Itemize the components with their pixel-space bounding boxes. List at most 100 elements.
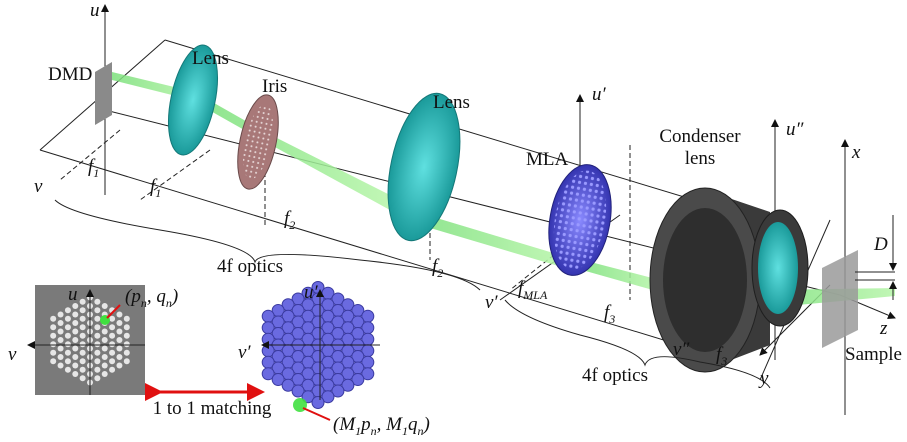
distance-label: f2 [284,208,295,232]
dot [102,329,108,335]
dot [72,363,78,369]
axis-label: v′ [238,342,251,363]
text-part: , M [377,414,404,435]
distance-label: f1 [88,156,99,180]
dot [65,324,71,330]
dot [124,333,130,339]
distance-subscript: 3 [720,354,727,368]
dot [65,307,71,313]
dot [72,346,78,352]
dot [109,358,115,364]
dot [94,333,100,339]
dot [72,320,78,326]
dot [72,354,78,360]
dot [58,354,64,360]
dot [50,358,56,364]
dot [109,316,115,322]
dot [109,350,115,356]
dot [102,346,108,352]
dot [102,371,108,377]
dot [80,350,86,356]
axis-label: u′ [304,282,319,303]
dot [124,350,130,356]
text-part: (p [125,286,141,307]
dot [94,324,100,330]
dot [58,320,64,326]
inset-mla [262,282,380,421]
axis-label: u [68,284,78,305]
labels: DMD Lens Iris Lens MLA Condenser lens Sa… [34,0,902,389]
text-part: (M [333,414,356,435]
dot [80,324,86,330]
dot [80,367,86,373]
dot [65,358,71,364]
dot [109,324,115,330]
dot [94,350,100,356]
text-part: p [359,414,371,435]
text-part: , q [147,286,167,307]
label: Lens [433,92,470,113]
dot [65,341,71,347]
point-label: (M1pn, M1qn) [333,414,430,438]
axis-label: v″ [673,339,690,360]
distance-subscript: 2 [289,218,295,232]
dot [124,316,130,322]
dot [102,363,108,369]
axis-label: v [8,344,17,365]
distance-label: f3 [604,302,615,326]
dot [80,299,86,305]
text-part: q [408,414,418,435]
dot [312,397,324,409]
dot [94,367,100,373]
distance-label: fMLA [518,278,548,302]
dot [116,329,122,335]
axis-label: v [34,176,43,197]
dot [94,299,100,305]
distance-subscript: 1 [93,166,99,180]
dot [94,358,100,364]
label: lens [685,148,716,169]
dot [124,324,130,330]
dot [116,312,122,318]
span-label: 4f optics [582,365,648,386]
dot [80,358,86,364]
sample [822,250,858,348]
axis-label: u″ [786,119,805,140]
dot [116,320,122,326]
dot [65,367,71,373]
dot [58,337,64,343]
dot [94,316,100,322]
dot [109,367,115,373]
thickness-label: D [873,234,888,255]
diagram: DMD Lens Iris Lens MLA Condenser lens Sa… [0,0,907,442]
dot [116,354,122,360]
span-label: 4f optics [217,256,283,277]
label: DMD [48,64,92,85]
distance-subscript: 2 [437,266,443,280]
label: Condenser [659,126,741,147]
axis-label: z [879,318,888,339]
distance-subscript: 3 [608,312,615,326]
dot [80,307,86,313]
dot [50,341,56,347]
axis-label: x [851,142,861,163]
dot [58,329,64,335]
dot [94,375,100,381]
matching-label: 1 to 1 matching [153,398,272,419]
axis-label: y [758,368,769,389]
dot [50,350,56,356]
distance-label: f2 [432,256,443,280]
dot [94,341,100,347]
dot [116,337,122,343]
dot [80,341,86,347]
dot [116,346,122,352]
dot [72,371,78,377]
dot [72,337,78,343]
label: Lens [192,48,229,69]
dot [50,333,56,339]
axis-label: v′ [485,292,498,313]
distance-subscript: 1 [155,186,161,200]
label: MLA [526,149,569,170]
dot [94,307,100,313]
dot [80,333,86,339]
